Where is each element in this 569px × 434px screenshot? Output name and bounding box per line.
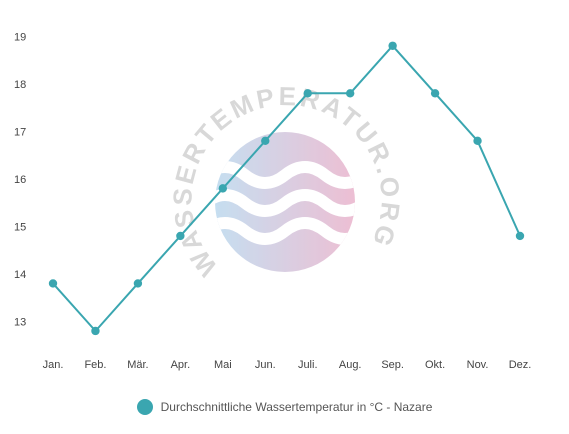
data-point[interactable] — [261, 136, 270, 146]
data-point[interactable] — [133, 279, 143, 288]
data-point[interactable] — [48, 279, 58, 288]
x-tick-label: Jan. — [43, 359, 64, 371]
watermark-logo: WASSERTEMPERATUR.ORG — [167, 81, 403, 282]
legend-label: Durchschnittliche Wassertemperatur in °C… — [160, 400, 433, 414]
x-tick-label: Okt. — [425, 359, 445, 371]
y-tick-label: 16 — [14, 174, 26, 186]
y-tick-label: 19 — [14, 31, 26, 43]
x-tick-label: Mär. — [127, 359, 148, 371]
x-tick-label: Nov. — [467, 359, 489, 371]
y-axis: 13 14 15 16 17 18 19 — [14, 31, 26, 328]
y-tick-label: 15 — [14, 221, 26, 233]
x-tick-label: Aug. — [339, 359, 362, 371]
y-tick-label: 17 — [14, 126, 26, 138]
x-tick-label: Sep. — [381, 359, 404, 371]
data-point[interactable] — [218, 184, 228, 193]
data-point[interactable] — [388, 41, 397, 50]
data-point[interactable] — [176, 231, 185, 241]
legend[interactable]: Durchschnittliche Wassertemperatur in °C… — [0, 396, 569, 418]
data-point[interactable] — [91, 326, 100, 336]
y-tick-label: 18 — [14, 79, 26, 91]
x-tick-label: Apr. — [171, 359, 191, 371]
x-axis: Jan. Feb. Mär. Apr. Mai Jun. Juli. Aug. Sep. Okt.… — [43, 359, 532, 371]
data-point[interactable] — [345, 89, 355, 98]
x-tick-label: Jun. — [255, 359, 276, 371]
y-tick-label: 13 — [14, 316, 26, 328]
series-layer — [48, 41, 525, 336]
data-point[interactable] — [303, 89, 312, 98]
data-point[interactable] — [430, 89, 440, 98]
series-line — [52, 44, 521, 332]
x-tick-label: Dez. — [509, 359, 532, 371]
y-tick-label: 14 — [14, 269, 26, 281]
x-tick-label: Juli. — [298, 359, 318, 371]
legend-marker — [136, 399, 153, 415]
data-point[interactable] — [515, 231, 525, 241]
x-tick-label: Mai — [214, 359, 232, 371]
data-point[interactable] — [473, 136, 482, 146]
x-tick-label: Feb. — [84, 359, 106, 371]
watermark-waves — [215, 161, 355, 245]
